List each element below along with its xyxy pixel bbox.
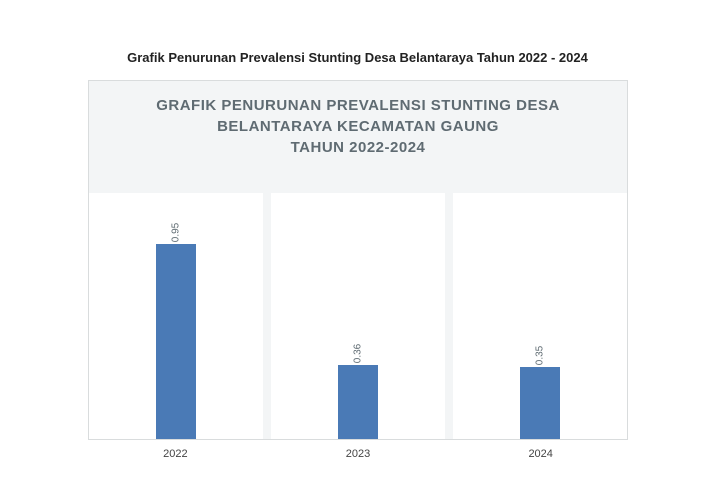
bar-2022: 0.95: [156, 244, 196, 439]
chart-title-line2: BELANTARAYA KECAMATAN GAUNG: [89, 116, 627, 137]
bar-2023: 0.36: [338, 365, 378, 439]
plot-row: 0.95 0.36 0.35: [89, 193, 627, 439]
bar-value-label-2022: 0.95: [171, 223, 182, 242]
chart-title-line1: GRAFIK PENURUNAN PREVALENSI STUNTING DES…: [89, 95, 627, 116]
bar-cell-2023: 0.36: [271, 193, 445, 439]
bar-cell-2024: 0.35: [453, 193, 627, 439]
cell-gap: [263, 193, 271, 439]
x-axis-labels: 2022 2023 2024: [88, 448, 628, 460]
chart-panel: GRAFIK PENURUNAN PREVALENSI STUNTING DES…: [88, 80, 628, 440]
bar-value-label-2023: 0.36: [353, 344, 364, 363]
bar-2024: 0.35: [520, 367, 560, 439]
chart-title: GRAFIK PENURUNAN PREVALENSI STUNTING DES…: [89, 95, 627, 158]
bar-value-label-2024: 0.35: [535, 346, 546, 365]
x-label-2022: 2022: [88, 448, 263, 460]
x-label-2023: 2023: [271, 448, 446, 460]
cell-gap: [445, 193, 453, 439]
page: Grafik Penurunan Prevalensi Stunting Des…: [0, 0, 715, 500]
chart-title-line3: TAHUN 2022-2024: [89, 137, 627, 158]
bar-cell-2022: 0.95: [89, 193, 263, 439]
x-label-2024: 2024: [453, 448, 628, 460]
figure-caption: Grafik Penurunan Prevalensi Stunting Des…: [0, 50, 715, 65]
